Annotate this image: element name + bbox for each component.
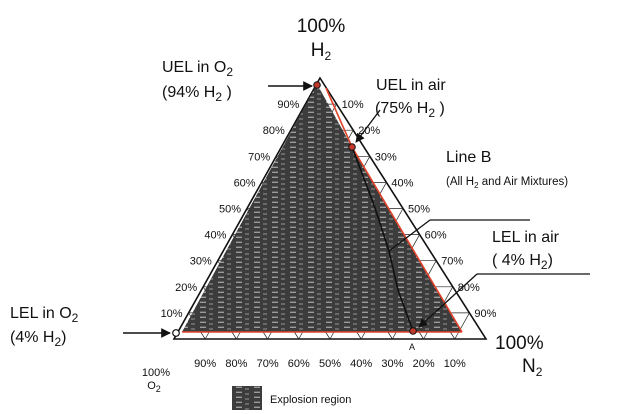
apex-left-species: O2 bbox=[147, 380, 161, 394]
apex-right-pct: 100% bbox=[495, 333, 544, 354]
bottom-tick-label: 80% bbox=[225, 358, 247, 370]
left-tick-label: 40% bbox=[204, 230, 226, 242]
right-tick-label: 70% bbox=[441, 256, 463, 268]
apex-right-species: N2 bbox=[522, 356, 543, 379]
bottom-tick-labels: 90% 80% 70% 60% 50% 40% 30% 20% 10% bbox=[194, 358, 466, 370]
left-tick-label: 20% bbox=[175, 282, 197, 294]
apex-left-pct: 100% bbox=[142, 367, 170, 379]
apex-top-species: H2 bbox=[311, 40, 332, 63]
bottom-tick-label: 20% bbox=[413, 358, 435, 370]
bottom-tick-label: 70% bbox=[257, 358, 279, 370]
lel-o2-label-line1: LEL in O2 bbox=[10, 305, 79, 325]
uel-air-label-line1: UEL in air bbox=[376, 77, 446, 94]
line-b-pointer bbox=[388, 219, 431, 252]
grid-line bbox=[454, 312, 470, 340]
uel-o2-marker bbox=[313, 81, 321, 89]
right-tick-label: 10% bbox=[342, 99, 364, 111]
left-tick-label: 70% bbox=[248, 151, 270, 163]
left-tick-label: 30% bbox=[190, 256, 212, 268]
left-tick-label: 80% bbox=[263, 125, 285, 137]
uel-air-arrow bbox=[355, 109, 381, 143]
right-tick-label: 50% bbox=[408, 204, 430, 216]
right-tick-label: 40% bbox=[391, 177, 413, 189]
lel-o2-marker bbox=[172, 329, 180, 337]
legend-label: Explosion region bbox=[270, 394, 351, 406]
line-b-subtitle: (All H2 and Air Mixtures) bbox=[446, 176, 568, 190]
lel-air-label-line1: LEL in air bbox=[492, 229, 560, 246]
right-tick-label: 60% bbox=[425, 230, 447, 242]
apex-top-pct: 100% bbox=[297, 16, 346, 37]
left-tick-label: 50% bbox=[219, 204, 241, 216]
explosion-region bbox=[182, 84, 462, 332]
right-tick-label: 20% bbox=[358, 125, 380, 137]
left-tick-label: 10% bbox=[161, 308, 183, 320]
line-b-title: Line B bbox=[446, 149, 491, 166]
lel-air-label-line2: ( 4% H2) bbox=[492, 252, 553, 272]
uel-o2-label-line1: UEL in O2 bbox=[162, 59, 233, 79]
uel-air-marker bbox=[348, 143, 356, 151]
point-a-label: A bbox=[409, 342, 415, 352]
bottom-tick-label: 60% bbox=[288, 358, 310, 370]
uel-air-label-line2: (75% H2 ) bbox=[375, 100, 445, 120]
right-tick-labels: 10% 20% 30% 40% 50% 60% 70% 80% 90% bbox=[342, 99, 497, 320]
uel-o2-label-line2: (94% H2 ) bbox=[162, 84, 232, 104]
left-tick-labels: 90% 80% 70% 60% 50% 40% 30% 20% 10% bbox=[161, 99, 300, 320]
lel-air-marker bbox=[409, 327, 417, 335]
right-tick-label: 80% bbox=[458, 282, 480, 294]
left-tick-label: 60% bbox=[234, 177, 256, 189]
bottom-tick-label: 30% bbox=[381, 358, 403, 370]
bottom-tick-label: 40% bbox=[350, 358, 372, 370]
lel-o2-label-line2: (4% H2) bbox=[10, 329, 66, 349]
bottom-tick-label: 90% bbox=[194, 358, 216, 370]
right-tick-label: 30% bbox=[375, 151, 397, 163]
lel-air-arrow bbox=[418, 273, 478, 328]
bottom-tick-label: 50% bbox=[319, 358, 341, 370]
left-tick-label: 90% bbox=[277, 99, 299, 111]
bottom-tick-label: 10% bbox=[444, 358, 466, 370]
legend-swatch bbox=[232, 386, 262, 410]
right-tick-label: 90% bbox=[474, 308, 496, 320]
